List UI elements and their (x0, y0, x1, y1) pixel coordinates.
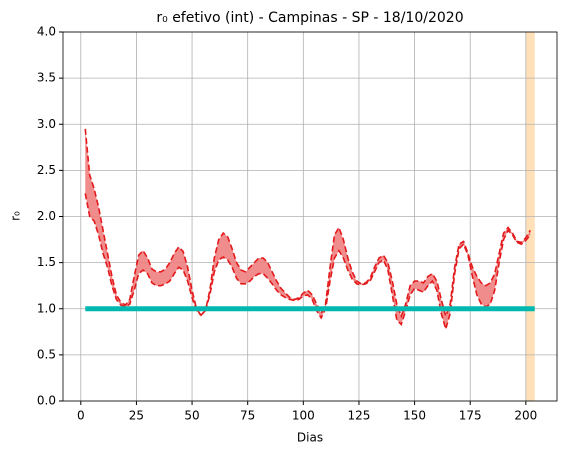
chart-title: r₀ efetivo (int) - Campinas - SP - 18/10… (156, 10, 463, 26)
x-tick-label: 175 (459, 409, 482, 423)
y-tick-label: 2.5 (37, 163, 56, 177)
x-axis-label: Dias (297, 431, 323, 445)
x-tick-label: 100 (292, 409, 315, 423)
y-tick-label: 2.0 (37, 209, 56, 223)
y-tick-label: 3.0 (37, 117, 56, 131)
x-tick-label: 75 (240, 409, 255, 423)
y-axis-label: r₀ (9, 211, 23, 221)
band-upper-line (84, 128, 531, 319)
y-tick-label: 1.0 (37, 301, 56, 315)
y-tick-label: 0.5 (37, 347, 56, 361)
band-fill (85, 128, 531, 330)
plot-frame (62, 31, 558, 402)
x-tick-label: 25 (129, 409, 144, 423)
y-tick-label: 3.5 (37, 71, 56, 85)
x-tick-label: 125 (348, 409, 371, 423)
y-tick-label: 0.0 (37, 394, 56, 408)
y-tick-label: 1.5 (37, 255, 56, 269)
x-tick-label: 150 (403, 409, 426, 423)
y-tick-label: 4.0 (37, 25, 56, 39)
x-tick-label: 200 (514, 409, 537, 423)
band-lower-line (84, 193, 531, 332)
x-tick-label: 50 (184, 409, 199, 423)
x-tick-label: 0 (77, 409, 85, 423)
